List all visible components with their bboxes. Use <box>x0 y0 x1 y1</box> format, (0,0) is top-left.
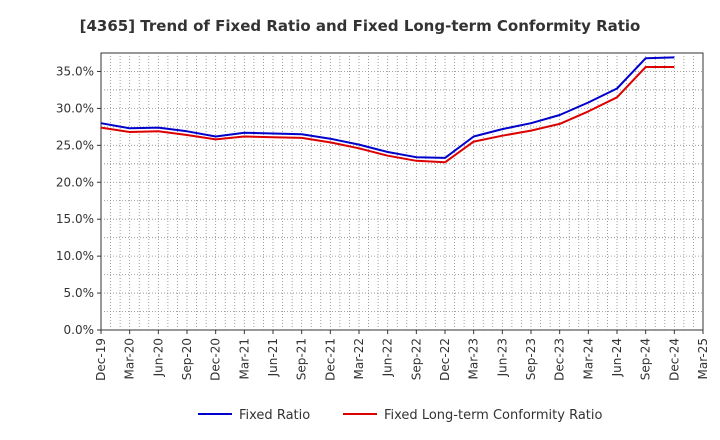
x-tick-label: Mar-24 <box>581 338 595 379</box>
x-tick-label: Sep-20 <box>180 338 194 380</box>
y-tick-label: 10.0% <box>56 249 94 263</box>
x-tick-label: Mar-22 <box>352 338 366 379</box>
axis-layer: 0.0% 5.0% 10.0% 15.0% 20.0% 25.0% 30.0% 35.0% De… <box>56 64 710 380</box>
legend: Fixed Ratio Fixed Long-term Conformity Ra… <box>198 408 603 423</box>
y-tick-label: 15.0% <box>56 212 94 226</box>
x-tick-label: Jun-23 <box>495 338 509 377</box>
y-tick-label: 0.0% <box>64 323 95 337</box>
x-tick-label: Dec-23 <box>553 338 567 381</box>
x-tick-label: Dec-21 <box>323 338 337 381</box>
x-tick-label: Jun-21 <box>266 338 280 377</box>
y-tick-label: 20.0% <box>56 175 94 189</box>
x-tick-label: Mar-20 <box>123 338 137 379</box>
x-tick-label: Dec-19 <box>94 338 108 381</box>
chart-title: [4365] Trend of Fixed Ratio and Fixed Lo… <box>80 17 641 35</box>
x-tick-label: Sep-23 <box>524 338 538 380</box>
y-tick-label: 35.0% <box>56 64 94 78</box>
x-tick-label: Sep-21 <box>295 338 309 380</box>
legend-label: Fixed Ratio <box>239 408 310 423</box>
y-tick-label: 25.0% <box>56 138 94 152</box>
x-tick-label: Jun-24 <box>610 338 624 377</box>
series-line-fixed-ratio <box>100 56 675 159</box>
x-tick-label: Sep-22 <box>409 338 423 380</box>
legend-label: Fixed Long-term Conformity Ratio <box>384 408 603 423</box>
y-tick-label: 30.0% <box>56 101 94 115</box>
x-tick-label: Mar-25 <box>696 338 710 379</box>
series-layer <box>100 56 675 164</box>
plot-frame <box>100 52 704 331</box>
x-tick-label: Jun-20 <box>151 338 165 377</box>
x-tick-label: Dec-20 <box>209 338 223 381</box>
x-tick-label: Sep-24 <box>639 338 653 380</box>
series-line-fixed-long-term-conformity-ratio <box>100 66 675 164</box>
y-tick-label: 5.0% <box>64 286 95 300</box>
x-tick-label: Mar-21 <box>237 338 251 379</box>
x-tick-label: Mar-23 <box>467 338 481 379</box>
x-tick-label: Dec-22 <box>438 338 452 381</box>
grid-layer <box>100 52 704 331</box>
x-tick-label: Jun-22 <box>381 338 395 377</box>
x-tick-label: Dec-24 <box>667 338 681 381</box>
